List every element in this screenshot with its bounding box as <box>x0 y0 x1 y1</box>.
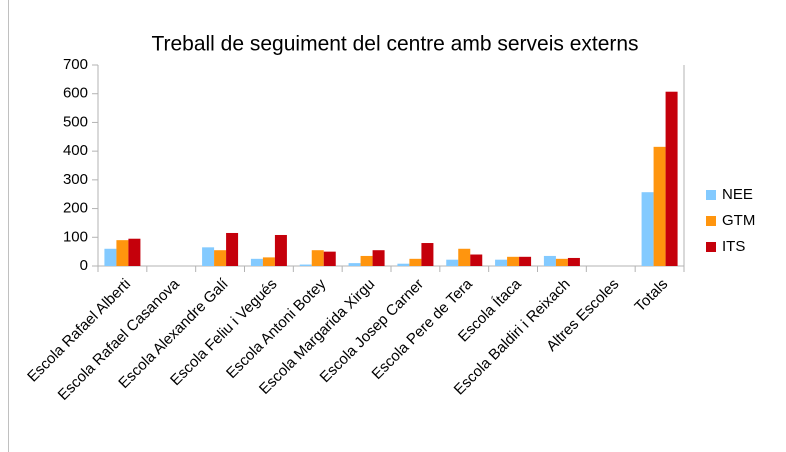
bar <box>323 251 336 266</box>
y-tick-label: 500 <box>63 113 88 130</box>
bar <box>348 263 361 266</box>
bar <box>653 146 666 266</box>
bar <box>311 250 324 266</box>
bar <box>567 257 580 266</box>
bar <box>519 256 532 266</box>
bar <box>495 259 508 266</box>
y-tick-label: 200 <box>63 200 88 217</box>
y-tick-label: 400 <box>63 142 88 159</box>
bar <box>202 247 215 266</box>
bar <box>555 258 568 266</box>
bar <box>641 192 654 266</box>
bar <box>214 250 227 266</box>
bar <box>104 248 117 266</box>
bar <box>665 91 678 266</box>
legend-label: GTM <box>722 212 755 229</box>
legend-swatch <box>706 190 716 200</box>
bar <box>470 254 483 266</box>
bar <box>128 238 141 266</box>
bar <box>372 250 385 266</box>
bar <box>421 243 434 266</box>
bar <box>250 258 263 266</box>
legend-swatch <box>706 242 716 252</box>
y-tick-label: 600 <box>63 85 88 102</box>
bar <box>262 257 275 266</box>
y-tick-label: 100 <box>63 228 88 245</box>
bar <box>299 264 312 266</box>
legend-label: ITS <box>722 238 745 255</box>
bar <box>360 255 373 266</box>
bar <box>446 259 459 266</box>
chart-title: Treball de seguiment del centre amb serv… <box>151 33 638 56</box>
y-tick-label: 300 <box>63 171 88 188</box>
bar <box>458 248 471 266</box>
bar <box>543 255 556 266</box>
bar <box>409 258 422 266</box>
bar <box>274 234 287 266</box>
bar <box>507 256 520 266</box>
y-tick-label: 0 <box>80 257 88 274</box>
legend-label: NEE <box>722 186 753 203</box>
bar <box>397 263 410 266</box>
bar <box>226 232 239 266</box>
bar <box>116 240 129 266</box>
y-tick-label: 700 <box>63 56 88 73</box>
legend-swatch <box>706 216 716 226</box>
